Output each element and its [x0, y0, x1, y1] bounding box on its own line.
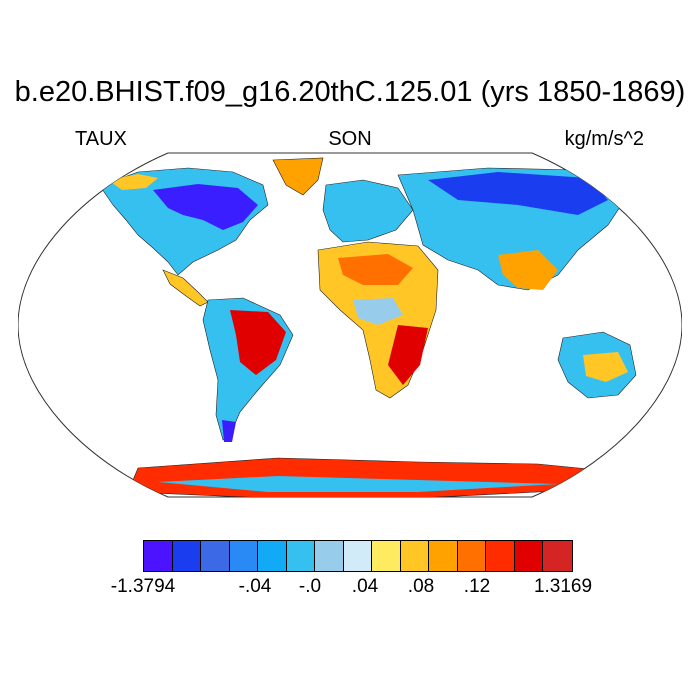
australia-warm	[583, 352, 628, 382]
brazil-strong-positive	[230, 310, 286, 375]
colorbar-box-9	[372, 541, 401, 571]
colorbar-box-5	[258, 541, 287, 571]
south-asia-warm	[498, 250, 558, 290]
variable-label: TAUX	[75, 128, 127, 150]
colorbar-tick-label: -.04	[238, 576, 272, 597]
colorbar-box-12	[457, 541, 486, 571]
land-fields	[99, 157, 637, 497]
colorbar-box-10	[400, 541, 429, 571]
central-america	[162, 269, 209, 307]
colorbar-box-11	[429, 541, 458, 571]
colorbar-tick-label: -1.3794	[110, 576, 176, 597]
colorbar-box-6	[286, 541, 315, 571]
colorbar-box-4	[229, 541, 258, 571]
colorbar-tick-label: -.0	[298, 576, 322, 597]
central-africa-cool	[353, 298, 403, 325]
colorbar-box-3	[201, 541, 230, 571]
europe	[322, 179, 414, 243]
siberia-strong-negative	[428, 172, 608, 215]
colorbar-tick-label: .12	[463, 576, 491, 597]
greenland	[272, 157, 324, 196]
colorbar-box-15	[543, 541, 572, 571]
colorbar	[143, 540, 573, 572]
antarctica-cool-band	[158, 476, 558, 492]
colorbar-tick-label: 1.3169	[533, 576, 593, 597]
colorbar-tick-label: .04	[351, 576, 379, 597]
southeast-africa-hot	[388, 325, 428, 385]
colorbar-tick-label: .08	[407, 576, 435, 597]
colorbar-box-1	[144, 541, 173, 571]
plot-title: b.e20.BHIST.f09_g16.20thC.125.01 (yrs 18…	[14, 76, 686, 108]
colorbar-box-2	[172, 541, 201, 571]
units-label: kg/m/s^2	[564, 128, 644, 150]
season-label: SON	[328, 128, 372, 150]
colorbar-box-7	[315, 541, 344, 571]
colorbar-box-13	[486, 541, 515, 571]
canada-strong-negative	[153, 184, 258, 230]
colorbar-box-14	[514, 541, 543, 571]
world-map	[18, 152, 682, 498]
patagonia-negative	[222, 420, 236, 442]
sahara-warm	[338, 254, 413, 285]
colorbar-box-8	[343, 541, 372, 571]
